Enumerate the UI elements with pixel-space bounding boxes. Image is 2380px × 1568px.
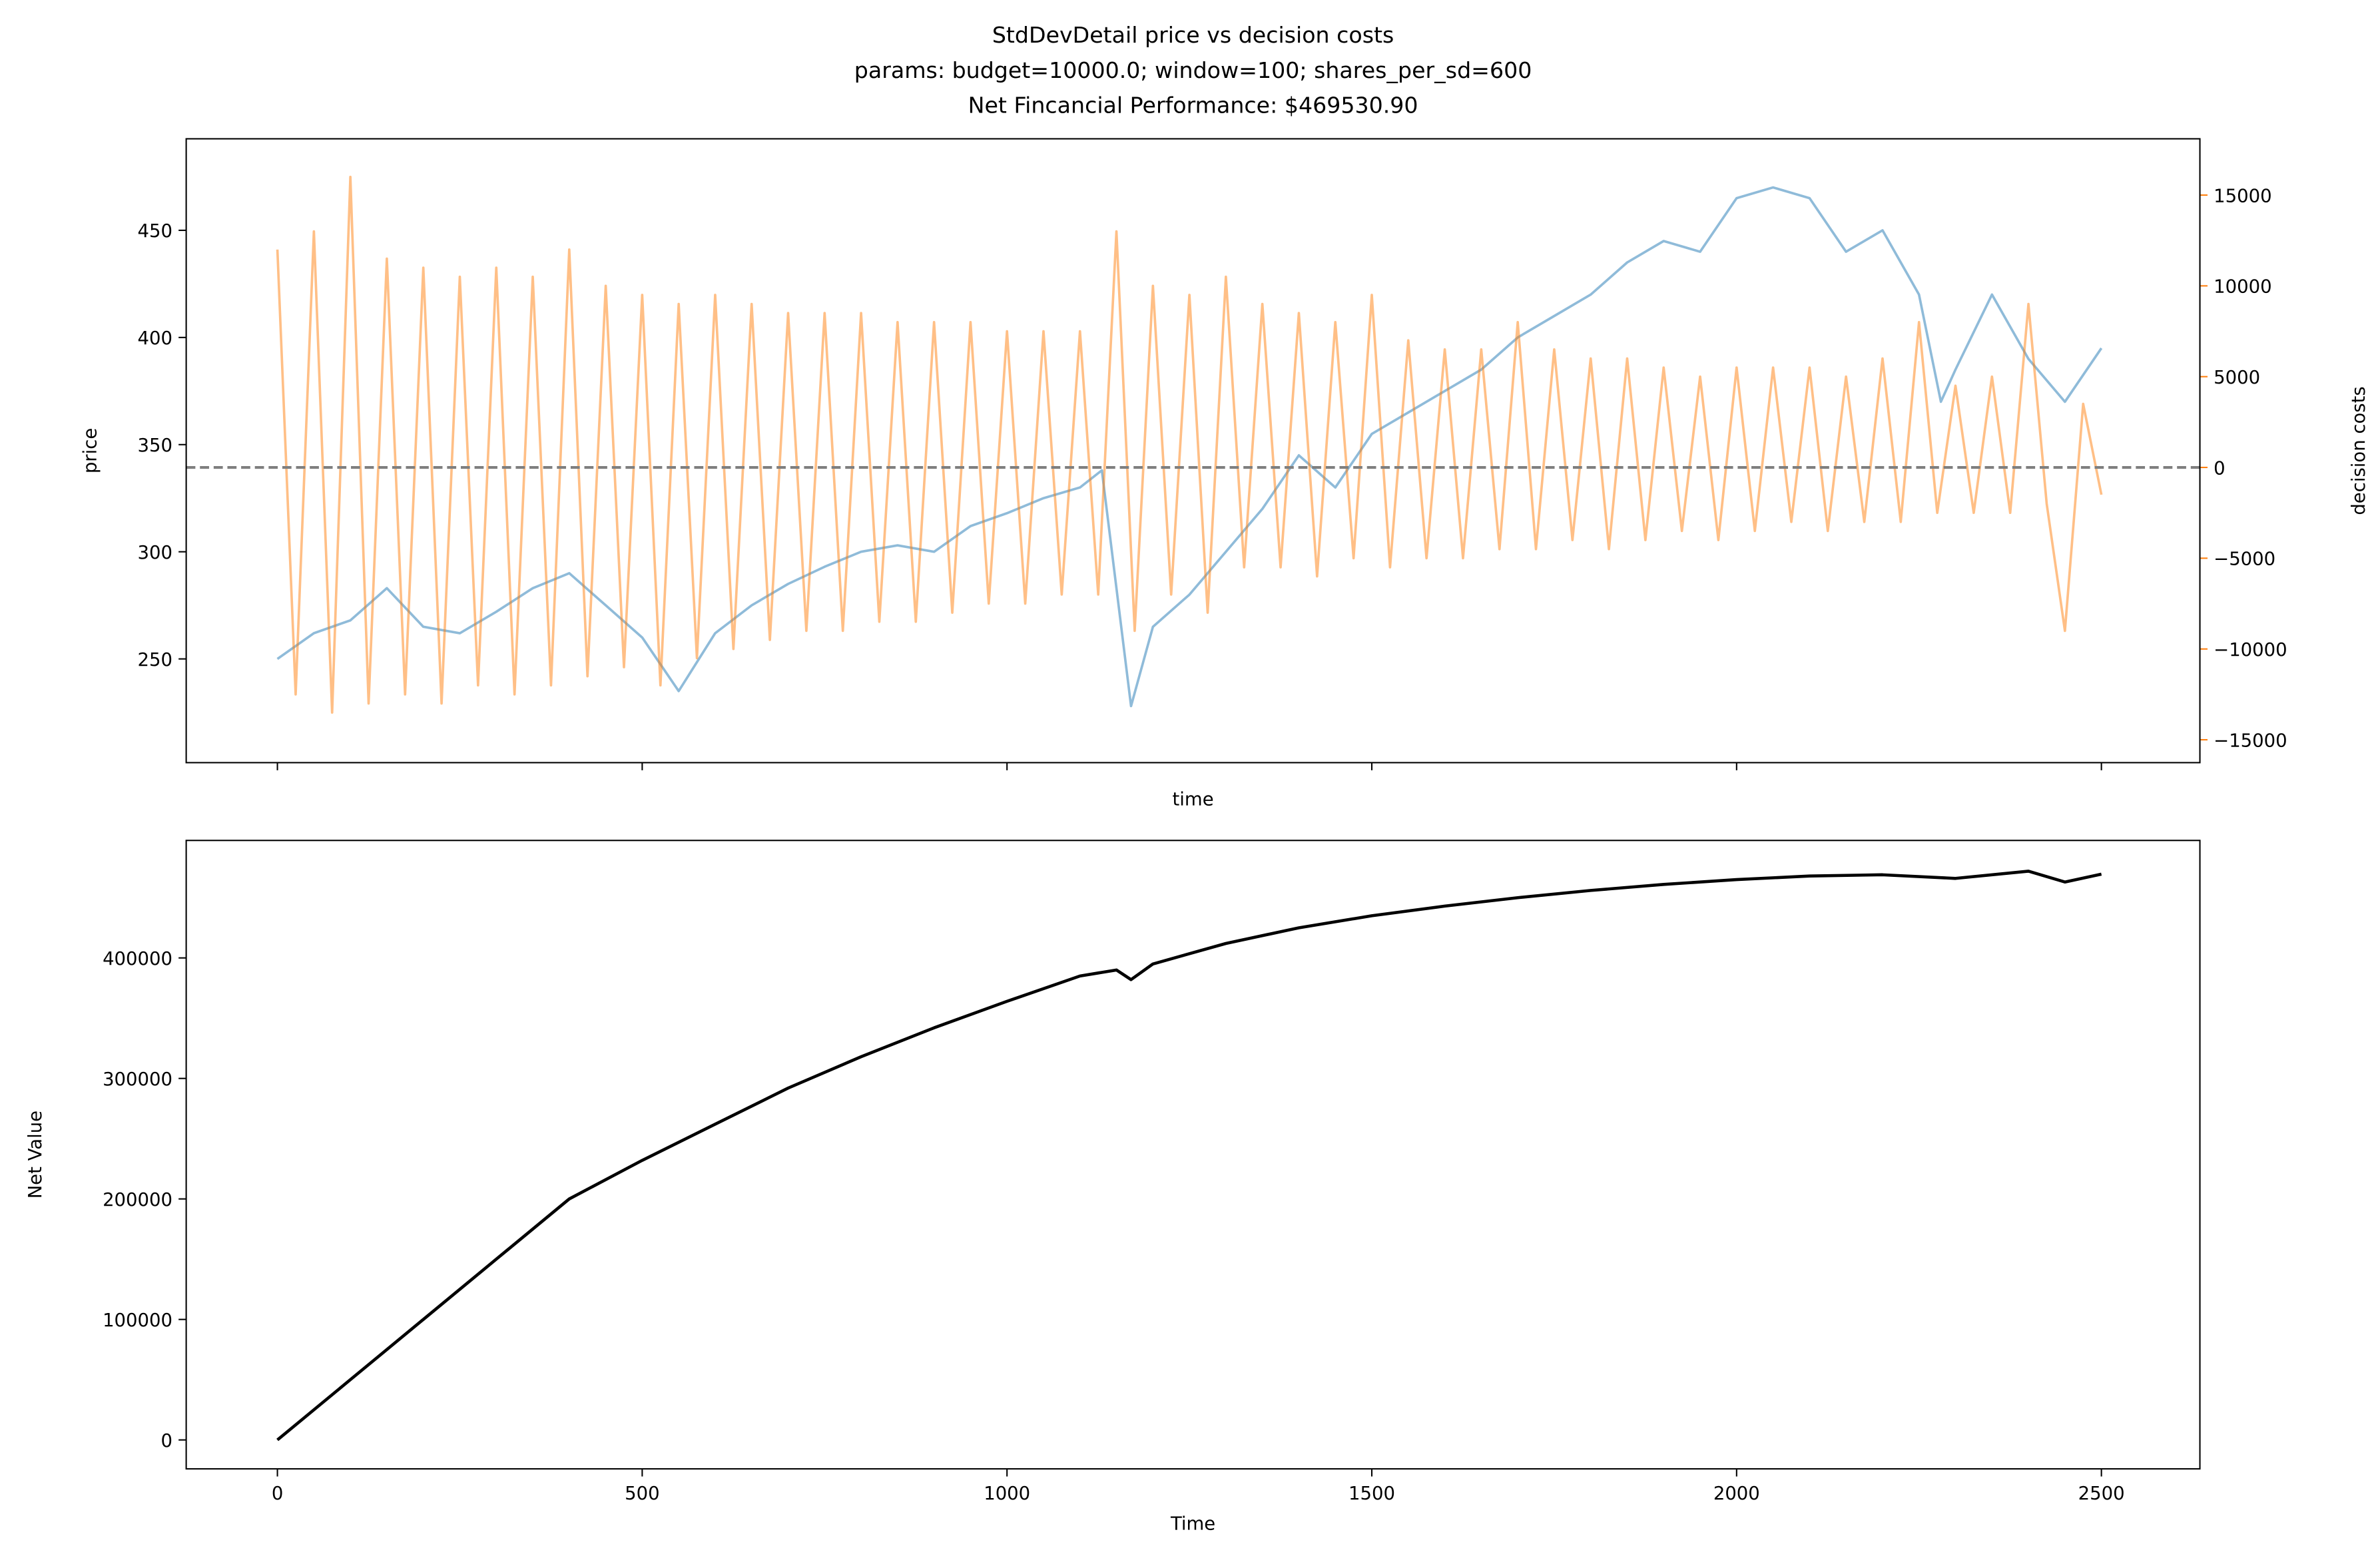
y-tick-label: 200000 bbox=[103, 1189, 172, 1210]
x-tick-label: 2500 bbox=[2078, 1483, 2125, 1504]
chart-title: params: budget=10000.0; window=100; shar… bbox=[854, 57, 1532, 83]
x-tick-label: 0 bbox=[272, 1483, 284, 1504]
chart-title: StdDevDetail price vs decision costs bbox=[992, 22, 1394, 48]
y-axis-label: Net Value bbox=[25, 1111, 46, 1198]
x-axis-label: Time bbox=[1170, 1513, 1215, 1535]
y-tick-label: 100000 bbox=[103, 1310, 172, 1331]
y-axis-label: price bbox=[79, 428, 101, 473]
y2-tick-label: −5000 bbox=[2214, 549, 2275, 570]
axes-frame bbox=[185, 840, 2201, 1470]
series-line bbox=[276, 870, 2102, 1441]
y-tick-label: 300 bbox=[138, 542, 172, 563]
axes-frame bbox=[185, 138, 2201, 764]
y-tick-label: 450 bbox=[138, 220, 172, 242]
y2-axis-label: decision costs bbox=[2348, 386, 2369, 515]
y-tick-label: 300000 bbox=[103, 1069, 172, 1090]
y-tick-label: 250 bbox=[138, 649, 172, 670]
y2-tick-label: −10000 bbox=[2214, 639, 2287, 660]
x-axis-label: time bbox=[1173, 789, 1214, 810]
y-tick-label: 400 bbox=[138, 328, 172, 349]
y-tick-label: 400000 bbox=[103, 948, 172, 969]
x-tick-label: 2000 bbox=[1713, 1483, 1760, 1504]
y2-tick-label: 0 bbox=[2214, 457, 2226, 479]
y-tick-label: 350 bbox=[138, 435, 172, 456]
y2-tick-label: −15000 bbox=[2214, 730, 2287, 751]
y-tick-label: 0 bbox=[160, 1430, 172, 1451]
y2-tick-label: 15000 bbox=[2214, 185, 2271, 206]
x-tick-label: 500 bbox=[625, 1483, 659, 1504]
chart-title: Net Fincancial Performance: $469530.90 bbox=[968, 93, 1418, 119]
x-tick-label: 1500 bbox=[1348, 1483, 1395, 1504]
y2-tick-label: 10000 bbox=[2214, 276, 2271, 298]
series-line bbox=[276, 175, 2103, 714]
x-tick-label: 1000 bbox=[984, 1483, 1030, 1504]
y2-tick-label: 5000 bbox=[2214, 367, 2260, 388]
series-line bbox=[276, 186, 2103, 708]
